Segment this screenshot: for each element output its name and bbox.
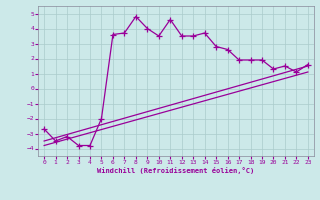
X-axis label: Windchill (Refroidissement éolien,°C): Windchill (Refroidissement éolien,°C) [97, 167, 255, 174]
